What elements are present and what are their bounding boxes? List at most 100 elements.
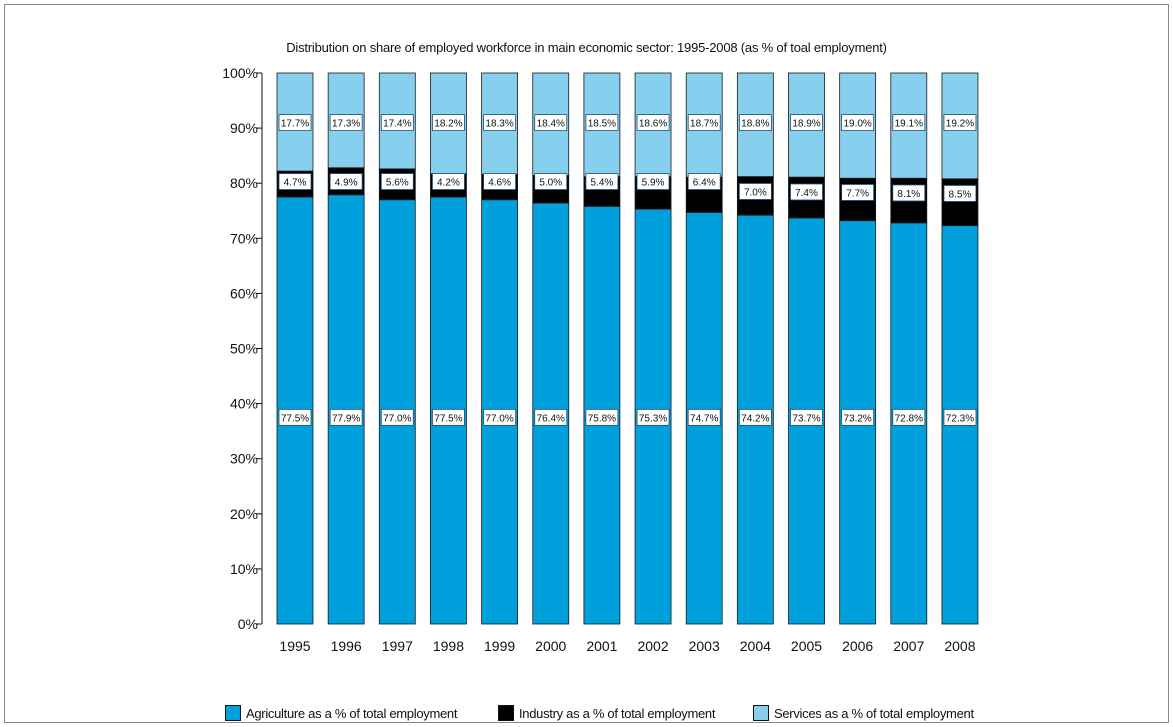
- data-label: 18.7%: [690, 119, 718, 130]
- data-label: 8.5%: [949, 189, 972, 200]
- data-label-box: [790, 114, 823, 131]
- data-label: 7.7%: [846, 188, 869, 199]
- data-label-box: [329, 408, 363, 426]
- data-label: 77.5%: [434, 413, 462, 424]
- x-tick-label: 1997: [382, 638, 413, 654]
- x-tick-label: 2002: [637, 638, 668, 654]
- data-label: 8.1%: [897, 189, 920, 200]
- data-label-box: [483, 408, 517, 426]
- x-tick-label: 2005: [791, 638, 822, 654]
- data-label-box: [892, 114, 926, 131]
- data-label: 17.3%: [332, 119, 360, 130]
- x-tick-label: 2000: [535, 638, 566, 654]
- data-label: 4.6%: [488, 178, 511, 189]
- data-label-box: [841, 184, 875, 201]
- x-tick-label: 1999: [484, 638, 515, 654]
- data-label: 18.9%: [792, 119, 820, 130]
- data-label: 6.4%: [693, 178, 716, 189]
- data-label-box: [841, 114, 875, 131]
- data-label: 19.2%: [946, 119, 974, 130]
- x-tick-label: 2006: [842, 638, 873, 654]
- y-tick-label: 20%: [230, 506, 258, 522]
- data-label-box: [687, 173, 721, 190]
- data-label: 4.9%: [335, 178, 358, 189]
- y-tick-label: 50%: [230, 341, 258, 357]
- legend-label-services: Services as a % of total employment: [774, 705, 974, 721]
- data-label-box: [687, 114, 721, 131]
- data-label-box: [738, 114, 772, 131]
- data-label-box: [483, 114, 517, 131]
- data-label: 7.0%: [744, 187, 767, 198]
- data-label-box: [636, 408, 670, 426]
- data-label: 18.4%: [537, 119, 565, 130]
- data-label-box: [432, 114, 465, 131]
- legend-item-industry: Industry as a % of total employment: [498, 705, 715, 721]
- data-label: 5.4%: [591, 178, 614, 189]
- y-tick-label: 80%: [230, 175, 258, 191]
- data-label-box: [585, 114, 619, 131]
- data-label-box: [687, 408, 721, 426]
- data-label-box: [380, 408, 414, 426]
- x-tick-label: 1996: [331, 638, 362, 654]
- data-label-box: [534, 114, 568, 131]
- data-label: 18.2%: [434, 119, 462, 130]
- data-label: 77.0%: [383, 413, 411, 424]
- data-label-box: [636, 173, 670, 190]
- y-axis: 0% 10% 20% 30% 40% 50% 60% 70% 80% 90% 100%: [222, 65, 263, 632]
- data-label-box: [738, 408, 772, 426]
- y-tick-label: 30%: [230, 451, 258, 467]
- data-label: 18.5%: [588, 119, 616, 130]
- data-label-box: [943, 408, 977, 426]
- y-tick-label: 10%: [230, 561, 258, 577]
- data-label-box: [738, 183, 772, 200]
- data-label: 4.2%: [437, 178, 460, 189]
- data-label-box: [432, 408, 465, 426]
- data-label-box: [483, 173, 517, 190]
- data-label-box: [892, 408, 926, 426]
- data-label: 5.0%: [539, 178, 562, 189]
- legend-swatch-services: [753, 705, 769, 721]
- data-label: 17.4%: [383, 119, 411, 130]
- data-label-box: [534, 173, 568, 190]
- data-label-box: [892, 184, 926, 202]
- x-tick-label: 2007: [893, 638, 924, 654]
- data-label: 17.7%: [281, 119, 309, 130]
- x-tick-label: 2008: [944, 638, 975, 654]
- data-label-box: [841, 408, 875, 426]
- data-label: 5.9%: [642, 178, 665, 189]
- data-label: 19.1%: [895, 119, 923, 130]
- data-label-box: [636, 114, 670, 131]
- data-label: 4.7%: [284, 178, 307, 189]
- y-tick-label: 70%: [230, 230, 258, 246]
- data-label-box: [585, 173, 619, 190]
- data-label-box: [585, 408, 619, 426]
- legend-swatch-agriculture: [225, 705, 241, 721]
- data-label-box: [380, 114, 414, 131]
- x-tick-label: 1995: [279, 638, 310, 654]
- x-tick-label: 2004: [740, 638, 771, 654]
- data-label: 75.8%: [588, 413, 616, 424]
- data-label: 77.5%: [281, 413, 309, 424]
- data-label-box: [329, 173, 363, 190]
- chart-title: Distribution on share of employed workfo…: [286, 40, 887, 55]
- data-label: 72.8%: [895, 413, 923, 424]
- bars-group: 77.5% 4.7% 17.7% 77.9% 4.9% 17.3% 77.0% 5.6% 17.…: [276, 72, 979, 625]
- data-label: 18.6%: [639, 119, 667, 130]
- data-label: 18.3%: [485, 119, 513, 130]
- data-label-box: [534, 408, 568, 426]
- data-label-box: [790, 408, 823, 426]
- legend-swatch-industry: [498, 705, 514, 721]
- y-tick-label: 90%: [230, 120, 258, 136]
- data-label: 76.4%: [537, 413, 565, 424]
- data-label-box: [943, 114, 977, 131]
- data-label: 75.3%: [639, 413, 667, 424]
- y-tick-label: 60%: [230, 285, 258, 301]
- data-label: 77.9%: [332, 413, 360, 424]
- legend-label-agriculture: Agriculture as a % of total employment: [246, 705, 458, 721]
- x-tick-label: 1998: [433, 638, 464, 654]
- legend-label-industry: Industry as a % of total employment: [519, 705, 716, 721]
- data-label-box: [790, 183, 823, 201]
- y-tick-label: 100%: [222, 65, 258, 81]
- y-tick-label: 0%: [238, 616, 258, 632]
